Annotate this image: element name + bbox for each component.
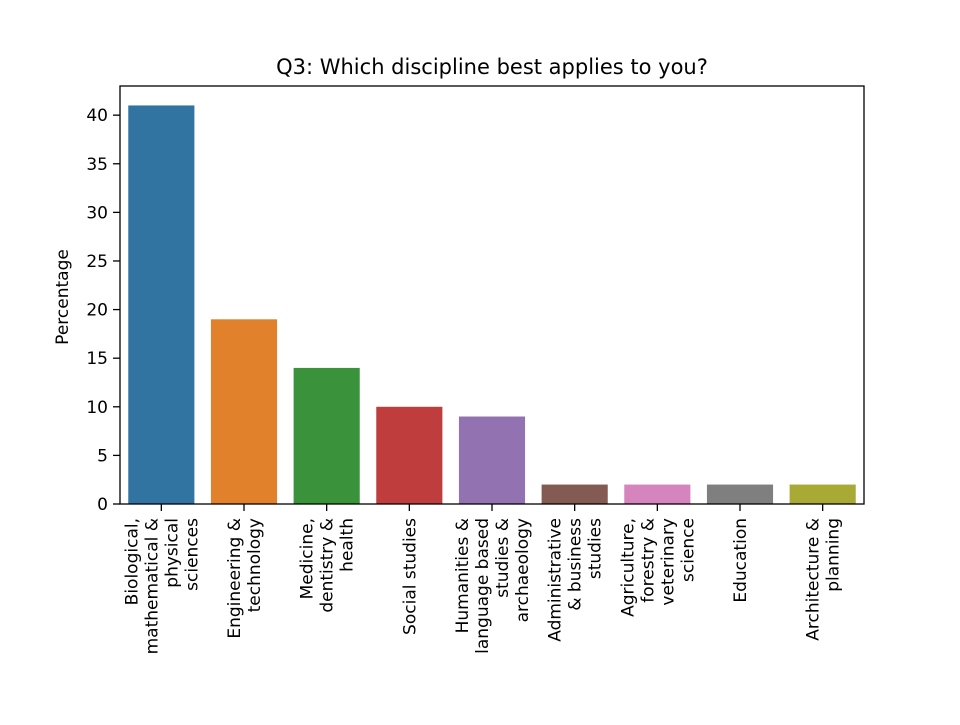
y-axis: 0 5 10 15 20 25 30 35 40: [86, 106, 120, 515]
bar-3: [376, 406, 443, 504]
bar-7: [706, 484, 774, 504]
x-tick-label-line: Biological,: [122, 518, 142, 605]
x-tick-label-line: Agriculture,: [618, 518, 638, 617]
y-tick-label-5: 25: [86, 252, 108, 272]
x-tick-label-line: Social studies: [400, 518, 420, 635]
bar-0: [128, 105, 195, 504]
x-tick-label-line: Architecture &: [804, 518, 824, 641]
x-tick-label-line: studies: [586, 518, 606, 579]
x-tick-label-line: Medicine,: [298, 518, 318, 599]
x-tick-label-line: science: [678, 518, 698, 582]
y-axis-label: Percentage: [53, 249, 73, 345]
x-tick-label-line: sciences: [182, 518, 202, 591]
bar-6: [624, 484, 691, 504]
chart-title: Q3: Which discipline best applies to you…: [276, 55, 708, 79]
x-tick-label-2: Medicine,dentistry &health: [298, 518, 358, 613]
x-tick-label-line: physical: [162, 518, 182, 588]
y-tick-label-6: 30: [86, 203, 108, 223]
x-tick-label-line: health: [338, 518, 358, 572]
x-tick-label-line: Administrative: [546, 518, 566, 642]
x-tick-label-line: veterinary: [658, 518, 678, 606]
x-tick-label-line: planning: [824, 518, 844, 592]
x-tick-label-line: Humanities &: [453, 518, 473, 633]
x-tick-label-line: archaeology: [513, 518, 533, 622]
x-tick-label-6: Agriculture,forestry &veterinaryscience: [618, 518, 698, 617]
y-tick-label-8: 40: [86, 106, 108, 126]
x-tick-label-line: forestry &: [638, 518, 658, 603]
x-tick-label-4: Humanities &language basedstudies &archa…: [453, 518, 533, 654]
x-tick-label-3: Social studies: [400, 518, 420, 635]
x-tick-label-8: Architecture &planning: [804, 518, 844, 641]
bars-group: [128, 105, 856, 504]
x-tick-label-line: & business: [566, 518, 586, 611]
plot-frame: [119, 85, 865, 505]
x-tick-label-line: Education: [731, 518, 751, 603]
x-tick-label-line: mathematical &: [142, 518, 162, 654]
x-tick-label-1: Engineering &technology: [225, 518, 265, 639]
x-tick-label-line: Engineering &: [225, 518, 245, 639]
x-tick-label-0: Biological,mathematical &physicalscience…: [122, 518, 202, 655]
y-tick-label-0: 0: [97, 495, 108, 515]
x-tick-label-line: dentistry &: [318, 518, 338, 613]
x-tick-label-line: language based: [473, 518, 493, 654]
x-tick-label-7: Education: [731, 518, 751, 603]
x-tick-label-line: studies &: [493, 518, 513, 598]
y-tick-label-3: 15: [86, 349, 108, 369]
bar-8: [789, 484, 856, 504]
y-tick-label-7: 35: [86, 155, 108, 175]
y-tick-label-1: 5: [97, 446, 108, 466]
bar-5: [541, 484, 608, 504]
x-tick-label-5: Administrative& businessstudies: [546, 518, 606, 642]
bar-1: [210, 319, 278, 504]
x-tick-label-line: technology: [245, 518, 265, 612]
y-tick-label-4: 20: [86, 301, 108, 321]
x-axis: Biological,mathematical &physicalscience…: [122, 504, 844, 655]
bar-4: [458, 416, 526, 504]
bar-2: [293, 367, 360, 504]
y-tick-label-2: 10: [86, 398, 108, 418]
